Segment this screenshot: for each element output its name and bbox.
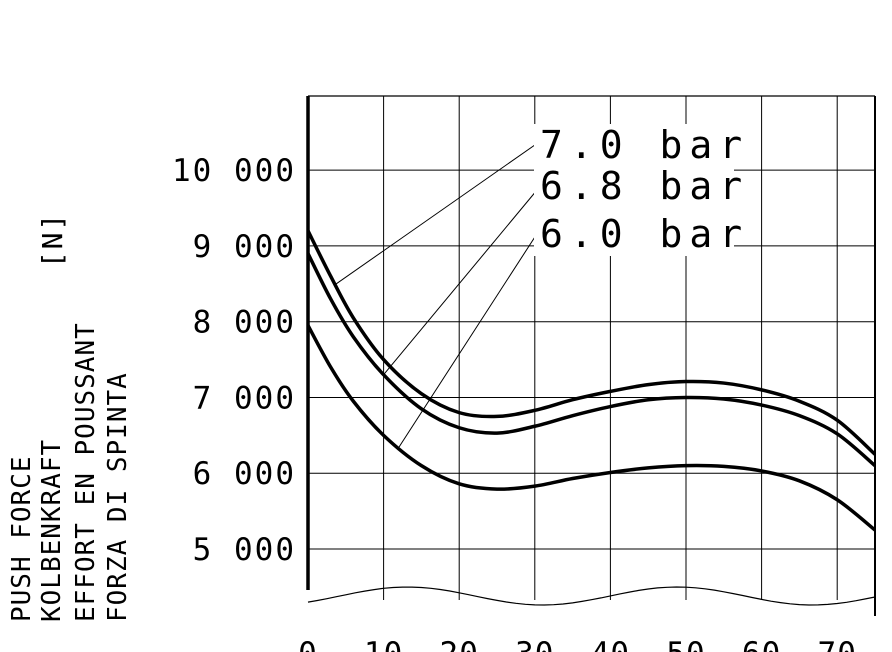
legend-label-2: 6.8 bar: [540, 164, 749, 208]
y-axis-label-line-2: KOLBENKRAFT: [37, 439, 67, 622]
legend-label-1: 7.0 bar: [540, 123, 749, 167]
series-line-1: [308, 229, 875, 456]
y-axis-label: PUSH FORCE KOLBENKRAFT EFFORT EN POUSSANT F…: [7, 322, 133, 622]
x-tick-label: 0: [298, 636, 318, 652]
x-tick-label: 70: [818, 636, 857, 652]
y-tick-label: 8 000: [193, 305, 296, 341]
axis-break-wave: [307, 586, 876, 606]
x-tick-label: 10: [364, 636, 403, 652]
y-tick-label: 7 000: [193, 380, 296, 416]
y-tick-label: 10 000: [172, 153, 296, 189]
series-line-3: [308, 324, 875, 532]
y-tick-label: 9 000: [193, 229, 296, 265]
x-tick-label: 20: [440, 636, 479, 652]
y-axis-label-line-4: FORZA DI SPINTA: [103, 372, 133, 622]
curves: [308, 229, 875, 532]
x-tick-label: 50: [666, 636, 705, 652]
x-tick-label: 60: [742, 636, 781, 652]
x-tick-label: 30: [515, 636, 554, 652]
leader-line-2: [383, 183, 543, 376]
y-axis-label-line-3: EFFORT EN POUSSANT: [71, 322, 101, 622]
legend-background: [534, 124, 734, 256]
y-tick-labels: 5 000 6 000 7 000 8 000 9 000 10 000: [172, 153, 296, 568]
series-line-2: [308, 252, 875, 467]
y-unit-label: [N]: [36, 212, 69, 269]
leader-line-3: [398, 225, 543, 448]
leader-line-1: [334, 139, 543, 285]
y-axis-label-line-1: PUSH FORCE: [7, 455, 37, 622]
legend-label-3: 6.0 bar: [540, 212, 749, 256]
y-tick-label: 5 000: [193, 532, 296, 568]
leader-lines: [334, 139, 543, 448]
x-tick-label: 40: [591, 636, 630, 652]
x-tick-labels: 0 10 20 30 40 50 60 70: [298, 636, 857, 652]
y-tick-label: 6 000: [193, 456, 296, 492]
